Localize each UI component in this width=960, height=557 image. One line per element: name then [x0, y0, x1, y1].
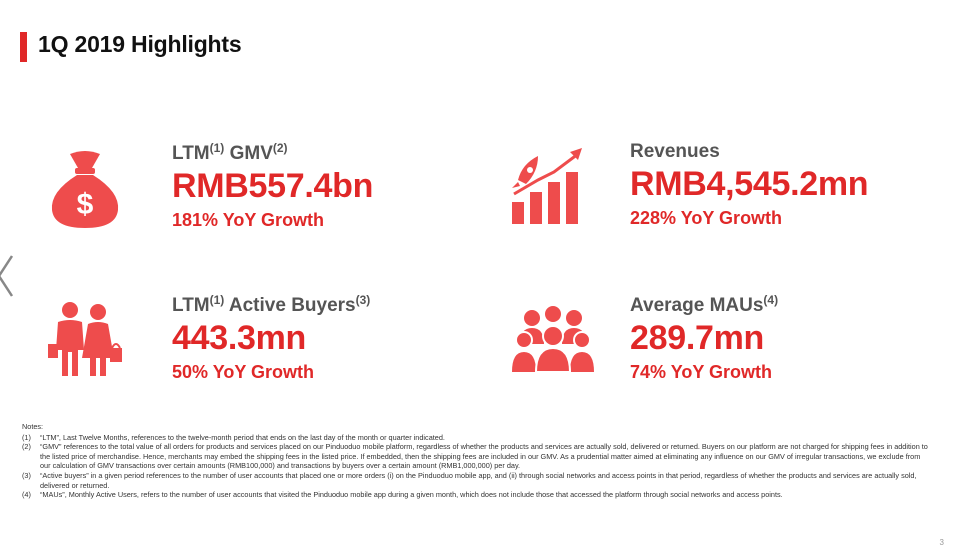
- kpi-revenues-label: Revenues: [630, 141, 720, 162]
- footnotes: Notes: (1) “LTM”, Last Twelve Months, ref…: [22, 422, 932, 500]
- kpi-gmv: LTM(1) GMV(2) RMB557.4bn 181% YoY Growth: [172, 141, 373, 231]
- kpi-revenues: Revenues RMB4,545.2mn 228% YoY Growth: [630, 141, 869, 229]
- kpi-active-buyers: LTM(1) Active Buyers(3) 443.3mn 50% YoY …: [172, 293, 370, 383]
- kpi-maus-label: Average MAUs(4): [630, 293, 779, 316]
- footnotes-heading: Notes:: [22, 422, 44, 431]
- rocket-chart-icon: [512, 148, 582, 224]
- kpi-active-buyers-label: LTM(1) Active Buyers(3): [172, 293, 371, 316]
- kpi-maus-value: 289.7mn: [630, 319, 764, 357]
- page-number: 3: [939, 538, 944, 547]
- kpi-revenues-growth: 228% YoY Growth: [630, 208, 783, 228]
- footnote-2: (2) “GMV” references to the total value o…: [22, 442, 928, 471]
- page-title: 1Q 2019 Highlights: [38, 31, 242, 57]
- title-accent-bar: [20, 32, 27, 62]
- crowd-icon: [512, 306, 594, 373]
- kpi-maus: Average MAUs(4) 289.7mn 74% YoY Growth: [630, 293, 778, 383]
- footnote-1: (1) “LTM”, Last Twelve Months, references…: [22, 432, 445, 442]
- kpi-gmv-label: LTM(1) GMV(2): [172, 141, 288, 164]
- kpi-gmv-growth: 181% YoY Growth: [172, 210, 325, 230]
- money-bag-icon: $: [51, 151, 119, 228]
- shoppers-icon: [48, 302, 122, 376]
- kpi-active-buyers-growth: 50% YoY Growth: [172, 362, 315, 382]
- footnote-4: (4) “MAUs”, Monthly Active Users, refers …: [22, 490, 783, 500]
- kpi-revenues-value: RMB4,545.2mn: [630, 165, 869, 203]
- footnote-3: (3) “Active buyers” in a given period ref…: [22, 470, 917, 490]
- kpi-active-buyers-value: 443.3mn: [172, 319, 306, 357]
- kpi-gmv-value: RMB557.4bn: [172, 167, 374, 205]
- chevron-left-icon[interactable]: [0, 254, 16, 298]
- svg-text:$: $: [77, 188, 94, 221]
- kpi-maus-growth: 74% YoY Growth: [630, 362, 773, 382]
